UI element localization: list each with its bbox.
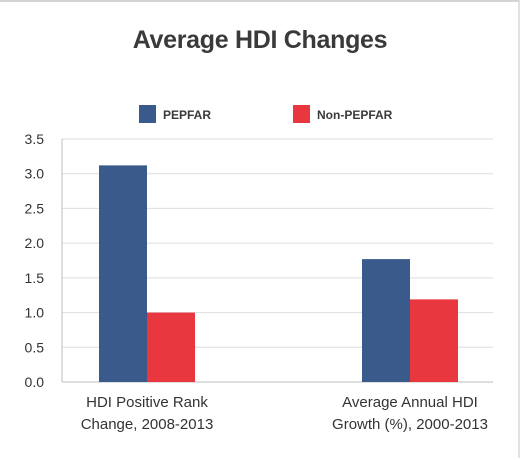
legend-label: PEPFAR [163,108,211,122]
category-label: HDI Positive Rank [86,394,208,411]
legend-swatch [293,105,310,123]
y-tick-label: 3.0 [25,166,45,182]
category-label: Average Annual HDI [342,394,478,411]
y-tick-label: 3.5 [25,131,45,147]
y-tick-label: 0.5 [25,339,45,355]
y-tick-label: 1.0 [25,305,45,321]
y-tick-label: 2.0 [25,235,45,251]
bar-non-pepfar [410,299,458,382]
bar-non-pepfar [147,312,195,382]
category-label: Growth (%), 2000-2013 [332,416,488,433]
category-label: Change, 2008-2013 [81,416,214,433]
chart-title: Average HDI Changes [132,26,388,54]
bar-pepfar [362,259,410,382]
legend-label: Non-PEPFAR [317,108,393,122]
y-tick-label: 0.0 [25,374,45,390]
y-tick-label: 1.5 [25,270,45,286]
y-tick-label: 2.5 [25,200,45,216]
bar-pepfar [99,165,147,382]
legend-swatch [139,105,156,123]
